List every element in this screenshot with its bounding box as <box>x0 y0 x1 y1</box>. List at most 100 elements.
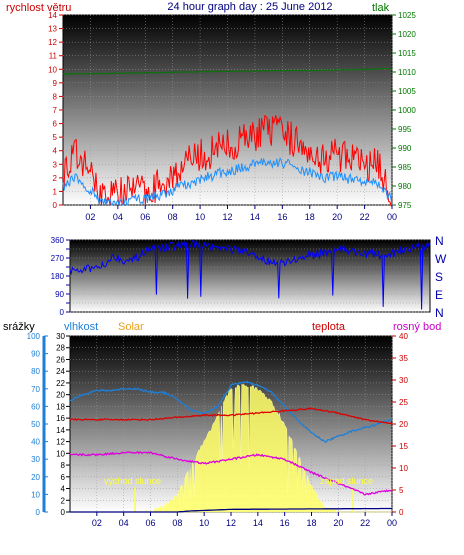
x-tick-label: 06 <box>140 212 150 222</box>
y-tick-label: 360 <box>51 236 65 245</box>
y-tick-label: 100 <box>27 332 41 341</box>
direction-gridlines <box>70 239 430 313</box>
compass-label: N <box>435 306 444 320</box>
y-tick-label: 10 <box>399 464 408 473</box>
y-tick-label: 980 <box>398 182 412 191</box>
pressure-line <box>62 67 392 76</box>
wind-direction-line <box>69 239 431 310</box>
humidity-label: vlhkost <box>64 321 98 333</box>
x-tick-label: 18 <box>306 518 316 528</box>
y-tick-label: 30 <box>56 332 65 341</box>
y-tick-label: 1 <box>53 187 58 196</box>
y-tick-label: 3 <box>53 160 58 169</box>
y-tick-label: 5 <box>399 486 404 495</box>
wind-gust-line <box>62 114 393 207</box>
compass-label: W <box>435 252 447 266</box>
y-tick-label: 30 <box>31 455 40 464</box>
x-tick-label: 04 <box>119 518 129 528</box>
y-tick-label: 1000 <box>398 106 416 115</box>
y-tick-label: 0 <box>53 201 58 210</box>
y-tick-label: 90 <box>55 290 64 299</box>
y-tick-label: 20 <box>399 420 408 429</box>
y-tick-label: 4 <box>61 485 66 494</box>
y-tick-label: 90 <box>31 350 40 359</box>
y-tick-label: 28 <box>56 344 65 353</box>
y-tick-label: 0 <box>61 508 66 517</box>
x-tick-label: 08 <box>168 212 178 222</box>
sunset-label: západ slunce <box>320 476 373 486</box>
x-tick-label: 00 <box>387 212 397 222</box>
bottom-series <box>69 380 393 513</box>
direction-series <box>69 239 431 310</box>
y-tick-label: 70 <box>31 385 40 394</box>
y-tick-label: 13 <box>48 25 57 34</box>
bottom-axes: 0246810121416182022242628300102030405060… <box>27 332 409 528</box>
x-tick-label: 12 <box>222 212 232 222</box>
y-tick-label: 6 <box>53 120 58 129</box>
y-tick-label: 7 <box>53 106 58 115</box>
x-tick-label: 18 <box>305 212 315 222</box>
y-tick-label: 40 <box>399 332 408 341</box>
x-tick-label: 14 <box>253 518 263 528</box>
y-tick-label: 1005 <box>398 87 416 96</box>
y-tick-label: 985 <box>398 163 412 172</box>
y-tick-label: 0 <box>399 508 404 517</box>
y-tick-label: 0 <box>60 308 65 317</box>
pressure-label: tlak <box>372 2 390 14</box>
y-tick-label: 25 <box>399 398 408 407</box>
y-tick-label: 10 <box>31 490 40 499</box>
y-tick-label: 22 <box>56 379 65 388</box>
y-tick-label: 10 <box>56 449 65 458</box>
y-tick-label: 16 <box>56 414 65 423</box>
y-tick-label: 20 <box>31 473 40 482</box>
top-series <box>62 67 393 207</box>
y-tick-label: 50 <box>31 420 40 429</box>
y-tick-label: 990 <box>398 144 412 153</box>
compass-label: N <box>435 234 444 248</box>
y-tick-label: 15 <box>399 442 408 451</box>
y-tick-label: 1010 <box>398 68 416 77</box>
solar-label: Solar <box>118 321 144 333</box>
x-tick-label: 02 <box>92 518 102 528</box>
y-tick-label: 80 <box>31 367 40 376</box>
y-tick-label: 40 <box>31 438 40 447</box>
y-tick-label: 5 <box>53 133 58 142</box>
y-tick-label: 8 <box>61 461 66 470</box>
y-tick-label: 270 <box>51 254 65 263</box>
y-tick-label: 1020 <box>398 30 416 39</box>
x-tick-label: 16 <box>280 518 290 528</box>
x-tick-label: 12 <box>226 518 236 528</box>
x-tick-label: 10 <box>195 212 205 222</box>
chart-title: 24 hour graph day : 25 June 2012 <box>167 1 332 13</box>
y-tick-label: 60 <box>31 402 40 411</box>
y-tick-label: 12 <box>56 438 65 447</box>
y-tick-label: 10 <box>48 65 57 74</box>
y-tick-label: 1025 <box>398 11 416 20</box>
y-tick-label: 1015 <box>398 49 416 58</box>
temperature-line <box>69 407 393 425</box>
y-tick-label: 35 <box>399 354 408 363</box>
y-tick-label: 26 <box>56 355 65 364</box>
rain-label: srážky <box>3 321 35 333</box>
y-tick-label: 20 <box>56 391 65 400</box>
temperature-label: teplota <box>312 321 346 333</box>
x-tick-label: 22 <box>360 518 370 528</box>
compass-label: E <box>435 288 443 302</box>
sunrise-label: východ slunce <box>104 476 161 486</box>
x-tick-label: 04 <box>113 212 123 222</box>
x-tick-label: 02 <box>85 212 95 222</box>
compass-label: S <box>435 270 443 284</box>
y-tick-label: 995 <box>398 125 412 134</box>
y-tick-label: 9 <box>53 79 58 88</box>
y-tick-label: 14 <box>56 426 65 435</box>
x-tick-label: 08 <box>172 518 182 528</box>
y-tick-label: 6 <box>61 473 66 482</box>
x-tick-label: 14 <box>250 212 260 222</box>
y-tick-label: 2 <box>53 174 58 183</box>
y-tick-label: 12 <box>48 38 57 47</box>
y-tick-label: 975 <box>398 201 412 210</box>
dewpoint-line <box>69 450 393 496</box>
